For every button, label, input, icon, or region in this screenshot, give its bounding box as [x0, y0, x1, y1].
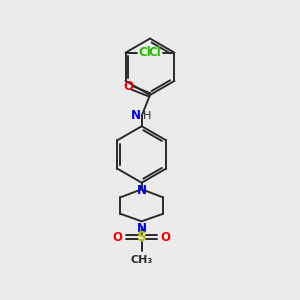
- Text: S: S: [137, 230, 147, 244]
- Text: N: N: [137, 184, 147, 197]
- Text: N: N: [131, 109, 141, 122]
- Text: Cl: Cl: [148, 46, 161, 59]
- Text: CH₃: CH₃: [130, 255, 153, 265]
- Text: H: H: [143, 111, 151, 121]
- Text: O: O: [161, 231, 171, 244]
- Text: O: O: [113, 231, 123, 244]
- Text: O: O: [124, 80, 134, 93]
- Text: Cl: Cl: [139, 46, 152, 59]
- Text: N: N: [137, 222, 147, 235]
